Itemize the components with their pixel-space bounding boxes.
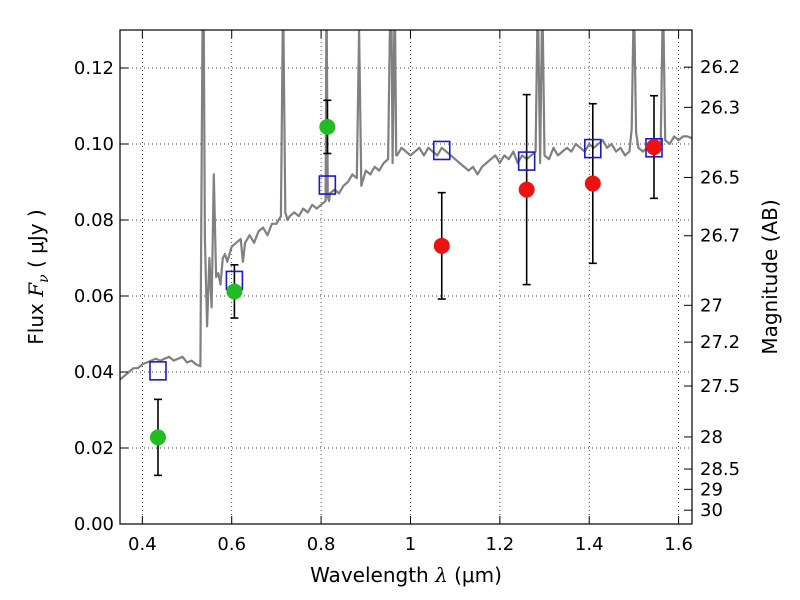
- y-tick-label: 0.12: [74, 58, 114, 79]
- x-tick-label: 1.4: [575, 534, 604, 555]
- y-tick-label: 0.10: [74, 134, 114, 155]
- model-band-square: [432, 140, 451, 161]
- model-band-square: [517, 151, 536, 171]
- model-band-square: [149, 361, 167, 381]
- y2-tick-label: 28: [700, 427, 723, 448]
- model-band-markers: [149, 138, 663, 381]
- x-axis-label: Wavelength λ (μm): [310, 563, 502, 587]
- y2-tick-label: 30: [700, 500, 723, 521]
- photometry-markers: [149, 118, 663, 446]
- y2-tick-label: 26.7: [700, 226, 740, 247]
- green-data-point: [149, 429, 166, 446]
- y-axis-label: Flux Fν ( μJy ): [24, 209, 52, 344]
- model-spectrum-group: [120, 30, 692, 381]
- y2-tick-label: 28.5: [700, 459, 740, 480]
- red-data-point: [646, 139, 663, 156]
- plot-frame: [119, 29, 693, 525]
- x-tick-label: 0.4: [128, 534, 157, 555]
- y-tick-label: 0.06: [74, 286, 114, 307]
- red-data-point: [518, 181, 535, 198]
- y-tick-label: 0.00: [74, 514, 114, 535]
- y2-tick-label: 26.5: [700, 167, 740, 188]
- y-tick-label: 0.08: [74, 210, 114, 231]
- model-band-square: [645, 138, 663, 158]
- green-data-point: [319, 118, 336, 135]
- x-tick-label: 1.2: [486, 534, 515, 555]
- y2-tick-label: 26.3: [700, 97, 740, 118]
- red-data-point: [584, 175, 601, 192]
- y-tick-label: 0.04: [74, 362, 114, 383]
- y2-tick-label: 26.2: [700, 57, 740, 78]
- green-data-point: [226, 283, 243, 300]
- axis-ticks: 0.4 0.6 0.8 1 1.2 1.4 1.6 0.00 0.02 0.04 0.06 0.08 0…: [74, 30, 740, 555]
- y2-tick-label: 27.5: [700, 376, 740, 397]
- x-tick-label: 0.8: [307, 534, 336, 555]
- red-data-point: [433, 237, 450, 254]
- x-tick-label: 0.6: [217, 534, 246, 555]
- y2-tick-label: 29: [700, 479, 723, 500]
- model-spectrum-line: [120, 30, 692, 381]
- y2-tick-label: 27: [700, 295, 723, 316]
- y2-tick-label: 27.2: [700, 332, 740, 353]
- model-band-square: [318, 175, 337, 195]
- x-tick-label: 1: [405, 534, 416, 555]
- y2-axis-label: Magnitude (AB): [758, 199, 782, 354]
- model-band-square: [583, 138, 602, 159]
- y-tick-label: 0.02: [74, 438, 114, 459]
- x-tick-label: 1.6: [664, 534, 693, 555]
